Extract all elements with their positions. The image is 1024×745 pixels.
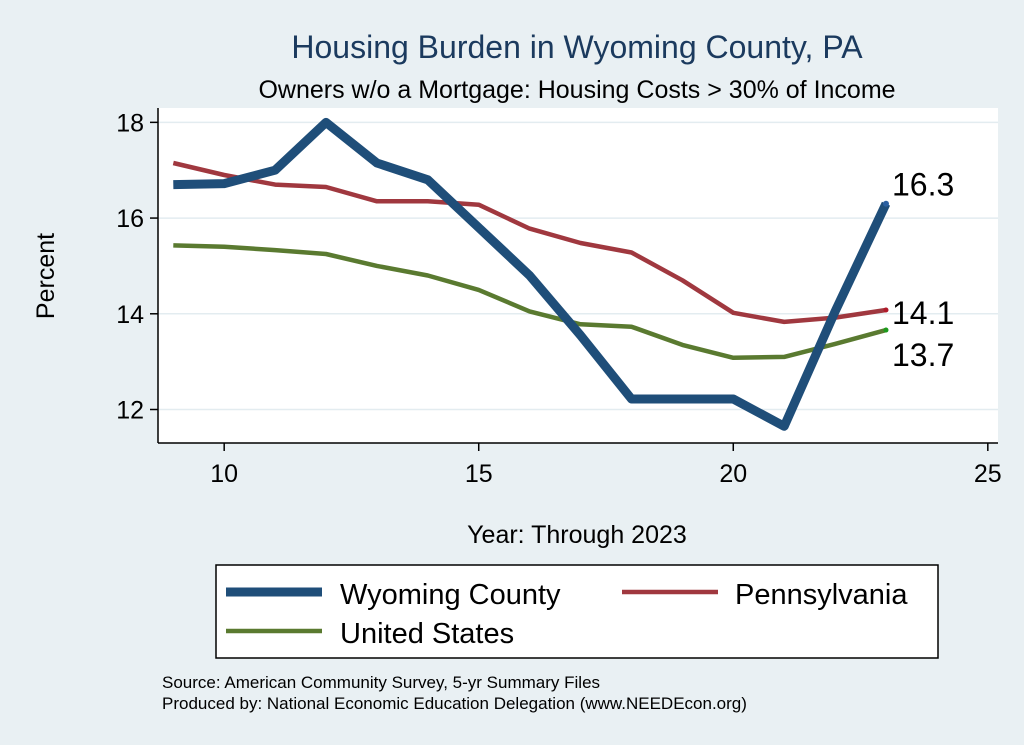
series-line-wyoming-county	[173, 117, 891, 431]
chart-title: Housing Burden in Wyoming County, PA	[291, 29, 863, 65]
end-marker-pennsylvania	[883, 307, 889, 313]
end-marker-united-states	[883, 327, 889, 333]
y-axis-label: Percent	[32, 233, 60, 319]
plot-area	[158, 108, 998, 443]
x-tick-label-10: 10	[210, 460, 238, 488]
legend-box	[215, 564, 939, 659]
y-tick-label-18: 18	[116, 109, 144, 137]
series-line-pennsylvania	[172, 160, 887, 325]
x-tick-label-20: 20	[719, 460, 747, 488]
y-tick-label-14: 14	[116, 301, 144, 329]
x-axis-label: Year: Through 2023	[467, 521, 687, 549]
legend-item-wyoming: Wyoming County	[226, 579, 561, 611]
end-label-pennsylvania: 14.1	[892, 295, 954, 331]
end-labels: 16.3 14.1 13.7	[883, 167, 954, 373]
end-label-united-states: 13.7	[892, 337, 954, 373]
legend-item-pennsylvania: Pennsylvania	[622, 579, 908, 611]
legend-label-wyoming: Wyoming County	[340, 579, 561, 611]
axes: 12 14 16 18 10 15 20 25	[116, 108, 1002, 488]
end-label-wyoming-county: 16.3	[892, 167, 954, 203]
end-marker-wyoming	[883, 200, 889, 207]
x-tick-label-15: 15	[465, 460, 493, 488]
x-tick-label-25: 25	[974, 460, 1002, 488]
series-line-united-states	[173, 243, 887, 361]
y-tick-label-12: 12	[116, 397, 144, 425]
produced-note: Produced by: National Economic Education…	[162, 694, 747, 713]
series-lines	[172, 117, 891, 431]
source-note: Source: American Community Survey, 5-yr …	[162, 673, 600, 692]
chart-subtitle: Owners w/o a Mortgage: Housing Costs > 3…	[258, 76, 895, 104]
legend-label-united-states: United States	[340, 618, 514, 650]
legend-label-pennsylvania: Pennsylvania	[735, 579, 908, 611]
y-tick-label-16: 16	[116, 205, 144, 233]
gridlines	[158, 121, 998, 411]
legend-item-united-states: United States	[226, 618, 514, 650]
